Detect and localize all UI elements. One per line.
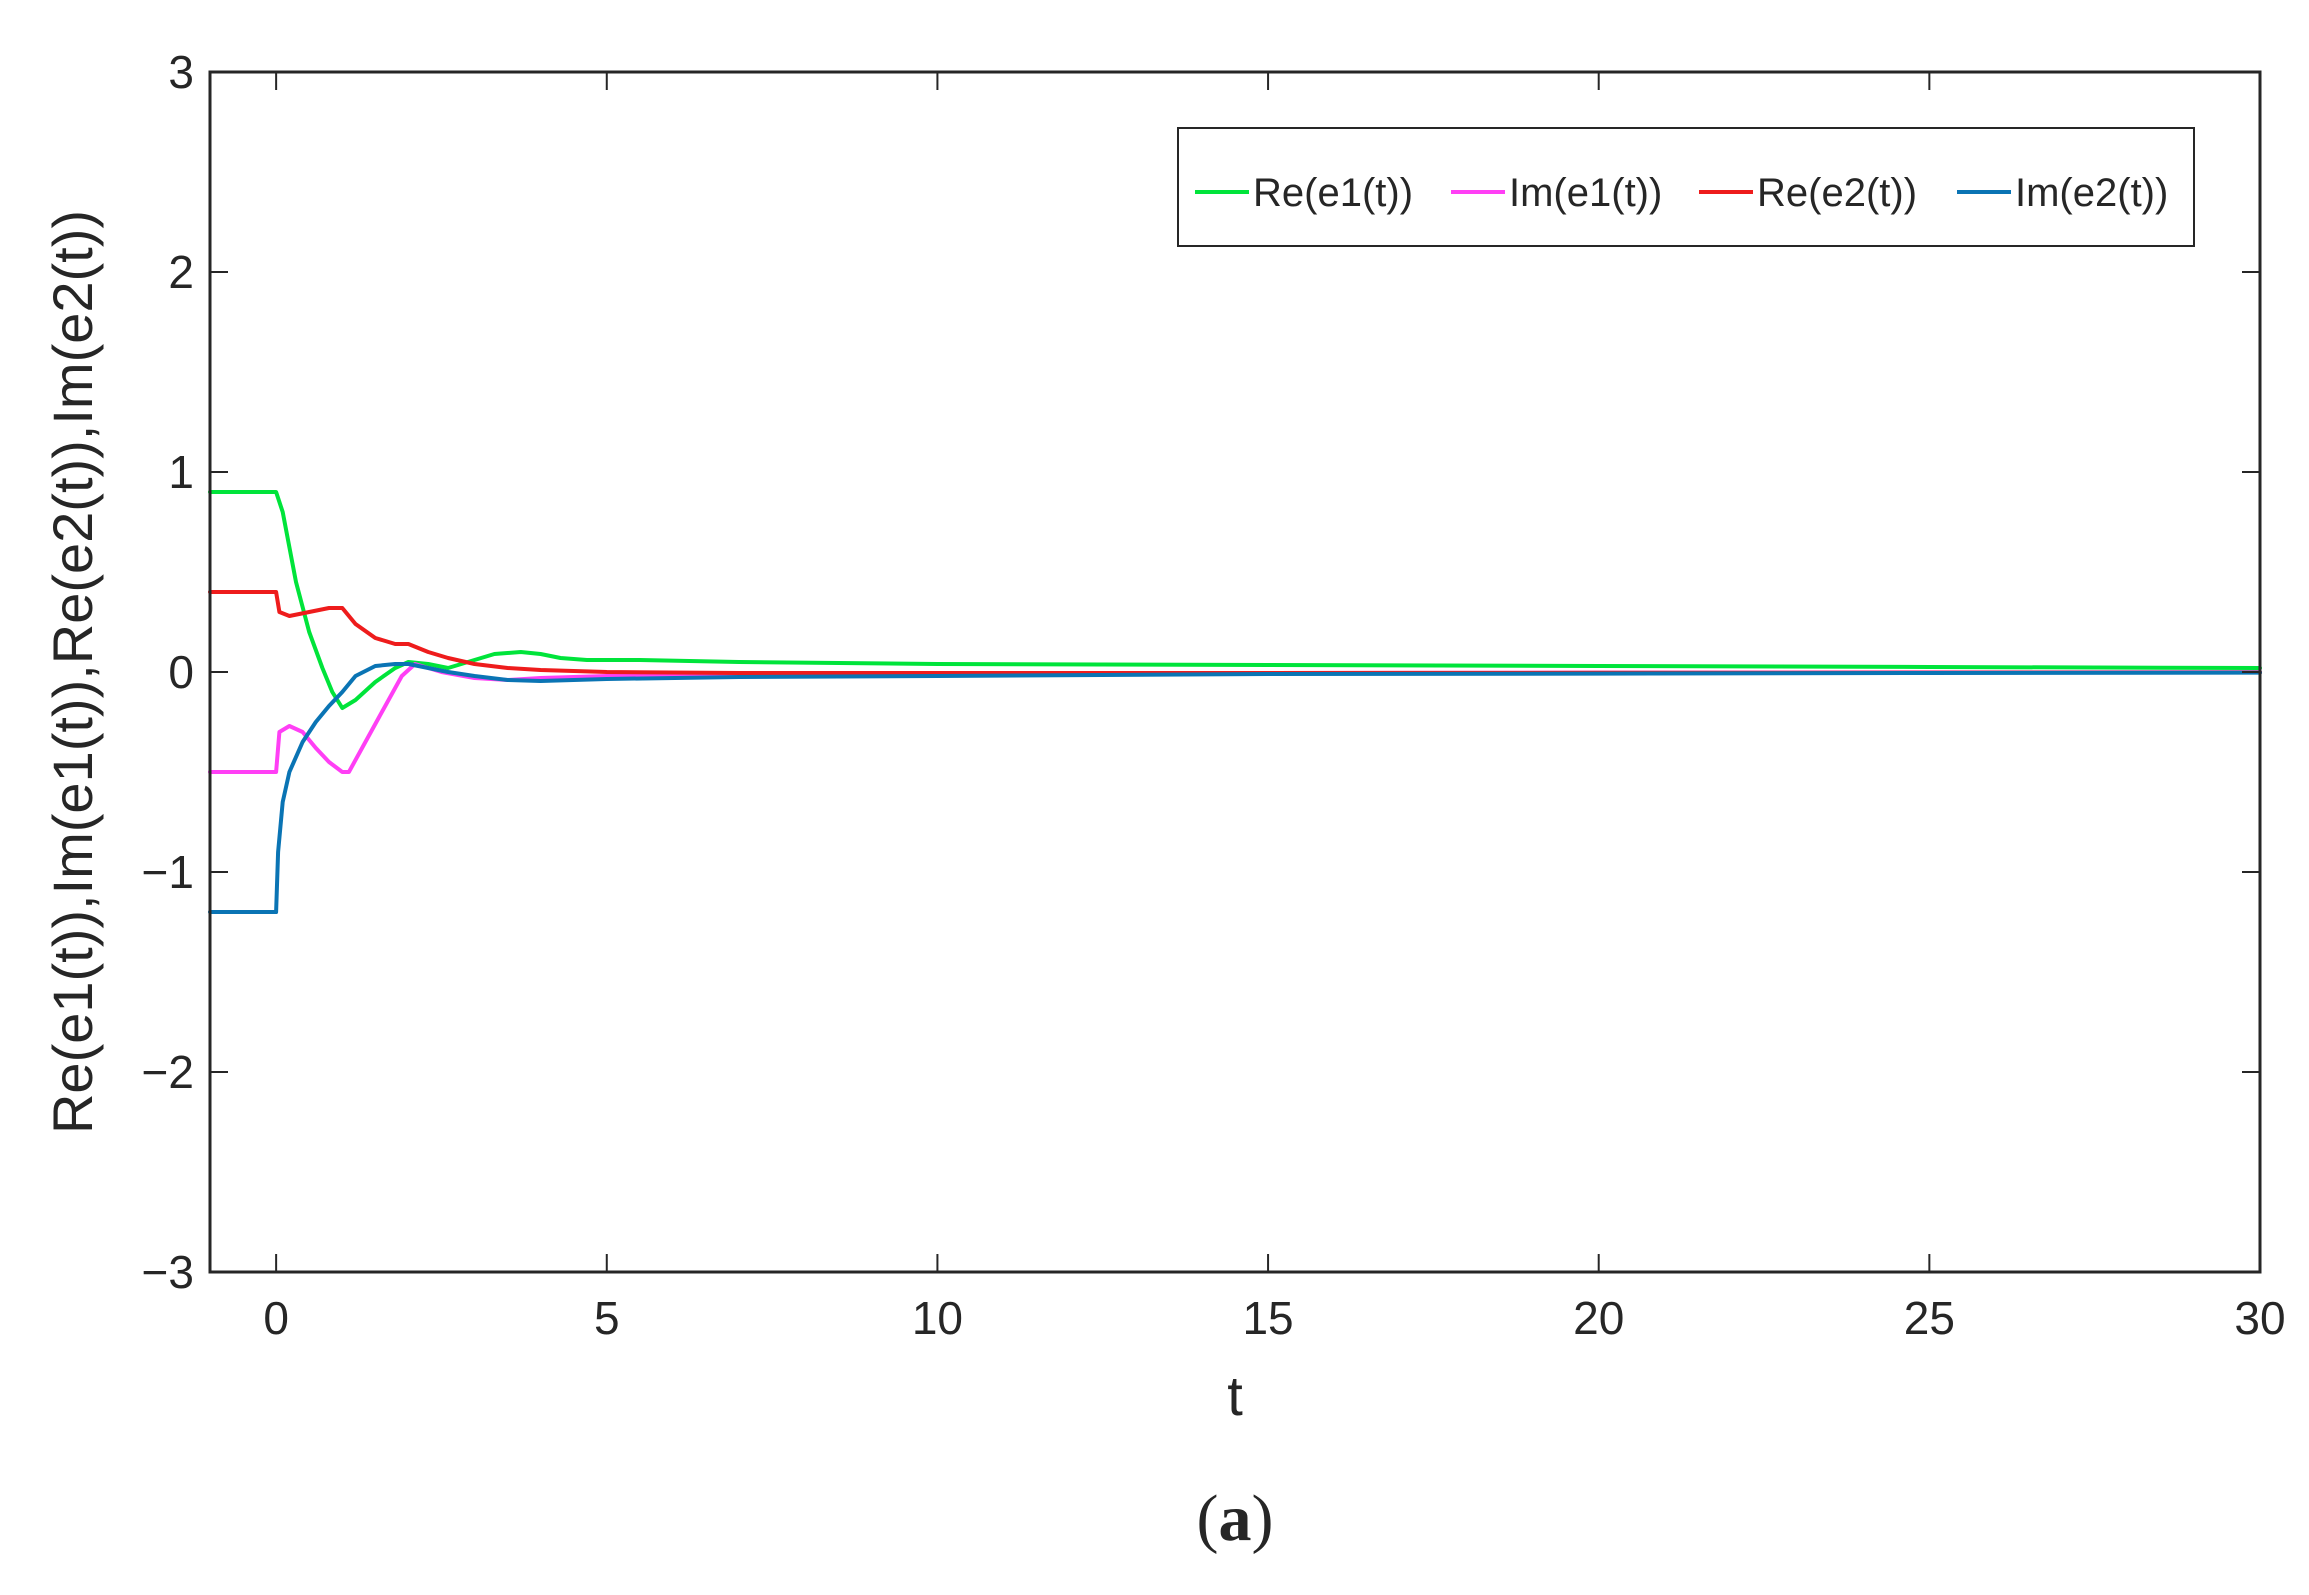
series-line-3 <box>208 590 2262 675</box>
x-tick-label: 0 <box>263 1292 289 1344</box>
caption-letter: a <box>1219 1482 1252 1555</box>
y-tick-label: 2 <box>168 246 194 298</box>
legend: Re(e1(t)) Im(e1(t)) Re(e2(t)) Im(e2(t)) <box>1177 127 2195 247</box>
x-tick-label: 10 <box>912 1292 963 1344</box>
tick-layer: 0 5 10 15 20 25 30 −3 −2 −1 0 1 2 3 <box>142 46 2286 1344</box>
figure-caption: (a) <box>1197 1482 1274 1555</box>
y-axis-label: Re(e1(t)),Im(e1(t)),Re(e2(t)),Im(e2(t)) <box>41 210 104 1134</box>
legend-label: Re(e2(t)) <box>1757 171 1917 215</box>
caption-close-paren: ) <box>1252 1482 1274 1555</box>
y-tick-label: 0 <box>168 646 194 698</box>
x-tick-label: 15 <box>1242 1292 1293 1344</box>
y-tick-label: 3 <box>168 46 194 98</box>
x-tick-label: 5 <box>594 1292 620 1344</box>
series-line-1 <box>208 490 2262 710</box>
series-layer <box>208 490 2262 914</box>
caption-open-paren: ( <box>1197 1482 1219 1555</box>
series-line-4 <box>208 662 2262 914</box>
legend-box <box>1177 127 2195 247</box>
legend-label: Re(e1(t)) <box>1253 171 1413 215</box>
y-tick-label: −2 <box>142 1046 194 1098</box>
x-axis-label: t <box>1227 1364 1243 1427</box>
legend-label: Im(e1(t)) <box>1509 171 1662 215</box>
y-tick-label: −1 <box>142 846 194 898</box>
legend-label: Im(e2(t)) <box>2015 171 2168 215</box>
y-tick-label: −3 <box>142 1246 194 1298</box>
x-tick-label: 30 <box>2234 1292 2285 1344</box>
x-tick-label: 25 <box>1904 1292 1955 1344</box>
y-tick-label: 1 <box>168 446 194 498</box>
x-tick-label: 20 <box>1573 1292 1624 1344</box>
